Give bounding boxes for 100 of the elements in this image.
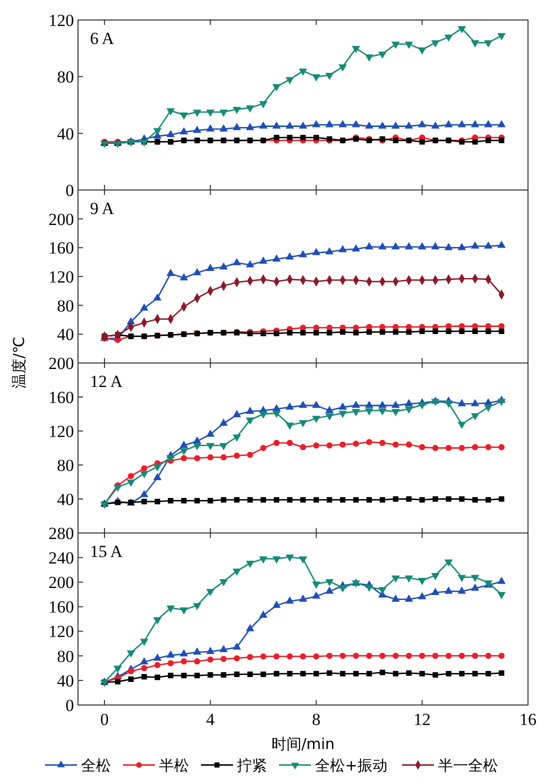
- point: [352, 440, 360, 447]
- point: [406, 324, 412, 330]
- point: [366, 324, 372, 330]
- point: [391, 400, 400, 408]
- point: [126, 480, 136, 487]
- point: [220, 672, 226, 678]
- y-tick-label: 40: [57, 671, 74, 690]
- point: [391, 42, 400, 49]
- point: [366, 438, 372, 446]
- point: [300, 653, 306, 660]
- point: [392, 496, 398, 502]
- point: [153, 472, 162, 480]
- point: [366, 497, 372, 503]
- point: [180, 607, 188, 615]
- point: [444, 242, 453, 250]
- point: [154, 662, 160, 668]
- point: [458, 444, 465, 452]
- point: [353, 670, 359, 676]
- point: [192, 268, 202, 276]
- point: [300, 497, 306, 503]
- point: [234, 497, 240, 503]
- y-tick-label: 80: [57, 646, 74, 666]
- point: [220, 656, 227, 662]
- point: [153, 654, 162, 661]
- point: [340, 652, 346, 659]
- point: [380, 670, 386, 676]
- point: [458, 323, 465, 330]
- point: [298, 556, 308, 564]
- point: [286, 554, 294, 562]
- point: [219, 110, 228, 117]
- point: [484, 241, 492, 249]
- point: [498, 328, 504, 334]
- point: [246, 452, 254, 458]
- point: [219, 418, 228, 426]
- point: [194, 455, 200, 462]
- point: [166, 108, 175, 116]
- point: [366, 329, 372, 335]
- point: [470, 40, 480, 48]
- point: [392, 324, 399, 330]
- point: [286, 121, 294, 129]
- point: [472, 652, 478, 659]
- point: [298, 68, 308, 76]
- point: [444, 34, 453, 42]
- y-tick-label: 200: [48, 210, 74, 229]
- point: [365, 54, 374, 62]
- x-tick-label: 12: [414, 710, 431, 729]
- point: [153, 464, 162, 472]
- point: [180, 273, 188, 280]
- point: [325, 247, 334, 254]
- point: [470, 241, 480, 249]
- point: [366, 652, 372, 659]
- point: [444, 120, 453, 128]
- point: [300, 670, 306, 676]
- point: [392, 138, 398, 144]
- point: [312, 416, 320, 424]
- point: [114, 500, 120, 506]
- point: [234, 452, 240, 459]
- point: [378, 587, 387, 594]
- point: [498, 652, 505, 659]
- point: [486, 497, 492, 503]
- point: [206, 443, 215, 450]
- point: [338, 245, 347, 252]
- point: [126, 650, 136, 658]
- point: [353, 497, 359, 503]
- point: [326, 330, 332, 336]
- point: [404, 575, 414, 583]
- point: [380, 329, 386, 335]
- point: [166, 268, 175, 276]
- point: [247, 672, 253, 678]
- point: [484, 120, 492, 128]
- point: [352, 120, 360, 128]
- point: [498, 444, 505, 450]
- point: [192, 647, 202, 655]
- point: [286, 440, 293, 446]
- point: [352, 652, 360, 659]
- point: [192, 110, 202, 117]
- point: [406, 329, 412, 335]
- point: [326, 497, 332, 503]
- point: [444, 400, 453, 408]
- point: [340, 670, 346, 676]
- point: [274, 670, 280, 676]
- point: [446, 328, 452, 334]
- point: [141, 665, 148, 672]
- point: [219, 579, 228, 586]
- point: [446, 652, 452, 659]
- point: [392, 442, 399, 448]
- point: [498, 670, 504, 676]
- point: [391, 409, 400, 416]
- point: [444, 559, 453, 567]
- point: [313, 134, 319, 140]
- annotation: 12 A: [90, 372, 124, 391]
- point: [246, 122, 254, 130]
- point: [232, 410, 241, 418]
- point: [259, 556, 268, 564]
- point: [287, 330, 293, 336]
- point: [431, 121, 440, 129]
- point: [365, 400, 374, 408]
- point: [325, 120, 334, 128]
- point: [128, 676, 134, 682]
- point: [470, 398, 480, 406]
